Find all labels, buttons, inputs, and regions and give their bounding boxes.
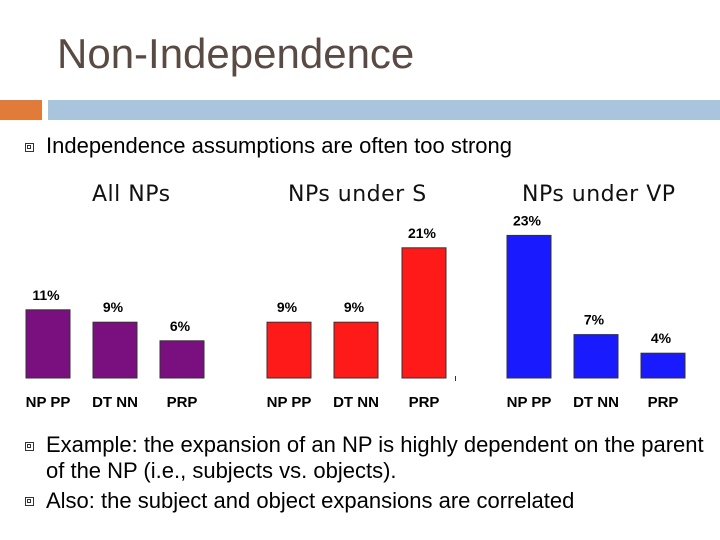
slide-title: Non-Independence	[57, 30, 415, 77]
bar-1-2	[92, 321, 138, 379]
bar-3-2	[573, 334, 619, 379]
bullet-text-1: Independence assumptions are often too s…	[46, 133, 512, 158]
value-label-3-3: 4%	[651, 330, 672, 346]
category-label-2-2: DT NN	[333, 394, 379, 411]
value-label-1-2: 9%	[103, 299, 124, 315]
value-label-2-3: 21%	[408, 225, 437, 241]
category-label-1-2: DT NN	[92, 394, 138, 411]
bullet-marker-3	[25, 497, 34, 506]
value-label-3-1: 23%	[513, 212, 542, 228]
bar-3-3	[640, 352, 686, 379]
panel-title-nps-under-vp: NPs under VP	[522, 182, 676, 207]
category-label-1-3: PRP	[167, 394, 198, 411]
bar-3-1	[506, 234, 552, 379]
bar-2-3	[401, 247, 447, 379]
value-label-2-1: 9%	[277, 299, 298, 315]
bar-1-3	[159, 340, 205, 379]
bar-2-1	[266, 321, 312, 379]
value-label-1-3: 6%	[170, 318, 191, 334]
bar-1-1	[25, 309, 71, 379]
accent-bar-blue	[48, 100, 720, 120]
bar-charts: 11% NP PP 9% DT NN 6% PRP 9% NP PP 9% DT NN 21% PRP…	[25, 212, 686, 411]
category-label-3-3: PRP	[648, 394, 679, 411]
value-label-3-2: 7%	[584, 312, 605, 328]
category-label-3-1: NP PP	[507, 394, 552, 411]
value-label-2-2: 9%	[344, 299, 365, 315]
bullet-marker-1	[25, 143, 34, 152]
accent-bar-orange	[0, 100, 42, 120]
bar-2-2	[333, 321, 379, 379]
value-label-1-1: 11%	[32, 287, 60, 303]
bullet-text-2: Example: the expansion of an NP is highl…	[46, 432, 704, 483]
bullet-text-3: Also: the subject and object expansions …	[46, 488, 575, 513]
bullet-marker-2	[25, 442, 34, 451]
separator-tick	[455, 376, 456, 381]
category-label-1-1: NP PP	[26, 394, 71, 411]
panel-title-nps-under-s: NPs under S	[288, 182, 427, 207]
category-label-2-1: NP PP	[267, 394, 312, 411]
category-label-3-2: DT NN	[573, 394, 619, 411]
panel-title-all-nps: All NPs	[92, 182, 171, 207]
category-label-2-3: PRP	[409, 394, 440, 411]
